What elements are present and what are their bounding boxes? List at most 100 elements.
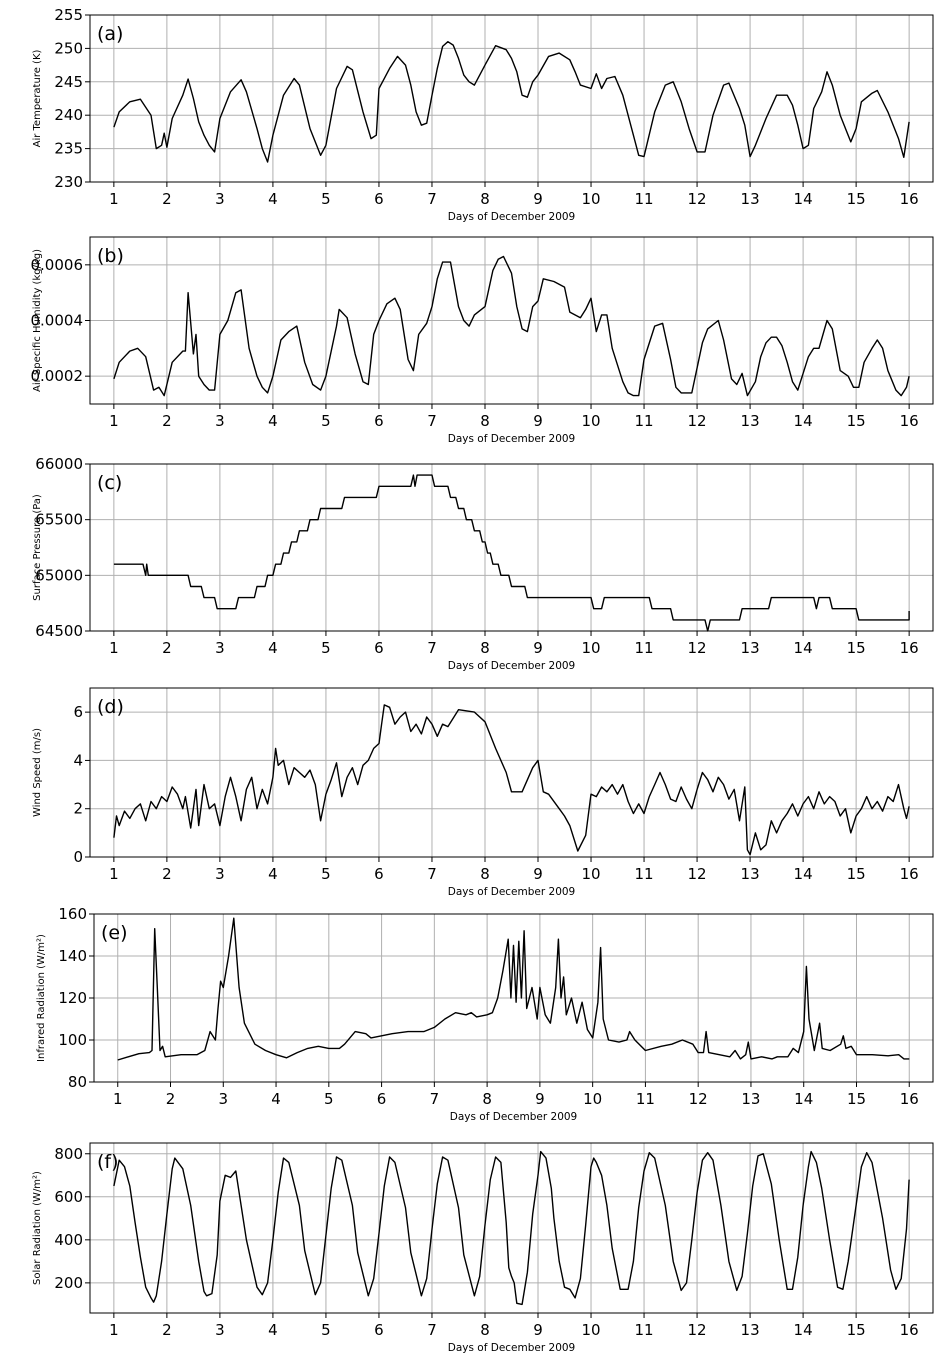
x-tick-label: 12	[688, 865, 707, 883]
x-tick-label: 15	[847, 190, 866, 208]
x-tick-label: 16	[900, 1090, 919, 1108]
x-tick-label: 9	[533, 412, 543, 430]
x-tick-label: 9	[535, 1090, 545, 1108]
y-axis-label: Solar Radiation (W/m²)	[32, 1171, 43, 1285]
x-tick-label: 2	[162, 1321, 172, 1339]
panel-label: (e)	[101, 922, 128, 944]
x-tick-label: 14	[794, 639, 813, 657]
x-tick-label: 11	[635, 639, 654, 657]
x-tick-label: 6	[374, 190, 384, 208]
x-tick-label: 8	[480, 412, 490, 430]
panel-air-temperature: 1 2 3 4 5 6 7 8 9 10 11 12 13 14 15 1623023524024525025…	[32, 6, 934, 223]
panel-surface-pressure: 1 2 3 4 5 6 7 8 9 10 11 12 13 14 15 1664500650006550066…	[32, 455, 934, 672]
x-tick-label: 10	[581, 865, 600, 883]
x-tick-label: 4	[268, 1321, 278, 1339]
y-tick-label: 230	[54, 173, 83, 191]
x-tick-label: 7	[427, 865, 437, 883]
y-tick-label: 2	[73, 800, 83, 818]
x-tick-label: 14	[794, 1321, 813, 1339]
x-tick-label: 10	[581, 190, 600, 208]
x-tick-label: 13	[741, 865, 760, 883]
plot-frame	[89, 1142, 934, 1314]
x-tick-label: 7	[427, 1321, 437, 1339]
x-tick-label: 9	[533, 190, 543, 208]
panel-label: (a)	[97, 23, 123, 45]
x-tick-label: 5	[324, 1090, 334, 1108]
x-tick-label: 5	[321, 865, 331, 883]
y-tick-label: 235	[54, 140, 83, 158]
x-tick-label: 11	[635, 190, 654, 208]
x-tick-label: 12	[688, 412, 707, 430]
y-tick-label: 65500	[35, 511, 83, 529]
panel-infrared-radiation: 1 2 3 4 5 6 7 8 9 10 11 12 13 14 15 1680100120140160Day…	[36, 905, 934, 1123]
x-tick-label: 16	[900, 1321, 919, 1339]
x-tick-label: 9	[533, 639, 543, 657]
x-tick-label: 4	[268, 190, 278, 208]
x-tick-label: 3	[219, 1090, 229, 1108]
series-line	[113, 474, 910, 632]
series-line	[113, 704, 910, 856]
y-tick-label: 140	[58, 947, 87, 965]
x-tick-label: 13	[741, 190, 760, 208]
y-axis-label: Air Temperature (K)	[32, 50, 43, 148]
x-tick-label: 11	[635, 412, 654, 430]
x-tick-label: 13	[741, 639, 760, 657]
panel-solar-radiation: 1 2 3 4 5 6 7 8 9 10 11 12 13 14 15 16200400600800Days …	[32, 1142, 934, 1354]
x-tick-label: 15	[847, 412, 866, 430]
x-tick-label: 16	[900, 190, 919, 208]
series-line	[117, 917, 910, 1061]
y-tick-label: 200	[54, 1274, 83, 1292]
y-axis-label: Surface Pressure (Pa)	[32, 494, 43, 601]
x-tick-label: 3	[215, 412, 225, 430]
x-tick-label: 6	[374, 412, 384, 430]
x-tick-label: 16	[900, 639, 919, 657]
x-tick-label: 1	[113, 1090, 123, 1108]
plot-frame	[89, 463, 934, 632]
x-tick-label: 1	[109, 412, 119, 430]
panel-label: (d)	[97, 696, 124, 718]
x-tick-label: 1	[109, 1321, 119, 1339]
x-tick-label: 7	[427, 190, 437, 208]
x-tick-label: 15	[847, 1321, 866, 1339]
x-tick-label: 5	[321, 639, 331, 657]
series-line	[113, 1150, 910, 1306]
x-tick-label: 1	[109, 190, 119, 208]
x-tick-label: 15	[847, 639, 866, 657]
y-tick-label: 600	[54, 1188, 83, 1206]
y-tick-label: 800	[54, 1145, 83, 1163]
x-tick-label: 6	[374, 865, 384, 883]
x-tick-label: 6	[374, 1321, 384, 1339]
panel-specific-humidity: 1 2 3 4 5 6 7 8 9 10 11 12 13 14 15 160.00020.00040.000…	[31, 236, 934, 445]
x-tick-label: 13	[741, 1090, 760, 1108]
y-tick-label: 245	[54, 73, 83, 91]
x-tick-label: 16	[900, 865, 919, 883]
x-tick-label: 4	[268, 865, 278, 883]
x-tick-label: 7	[427, 412, 437, 430]
panel-label: (b)	[97, 245, 124, 267]
x-tick-label: 8	[480, 1321, 490, 1339]
x-tick-label: 6	[374, 639, 384, 657]
x-tick-label: 2	[162, 639, 172, 657]
panel-label: (f)	[97, 1151, 119, 1173]
x-tick-label: 9	[533, 865, 543, 883]
y-tick-label: 0	[73, 848, 83, 866]
x-tick-label: 8	[482, 1090, 492, 1108]
y-tick-label: 80	[68, 1073, 87, 1091]
x-tick-label: 2	[162, 190, 172, 208]
x-tick-label: 7	[427, 639, 437, 657]
x-tick-label: 8	[480, 639, 490, 657]
x-tick-label: 14	[794, 865, 813, 883]
y-tick-label: 100	[58, 1031, 87, 1049]
x-tick-label: 16	[900, 412, 919, 430]
x-tick-label: 11	[635, 1321, 654, 1339]
x-tick-label: 5	[321, 190, 331, 208]
y-tick-label: 0.0006	[31, 256, 84, 274]
x-tick-label: 5	[321, 412, 331, 430]
x-tick-label: 15	[847, 865, 866, 883]
y-axis-label: Wind Speed (m/s)	[32, 728, 43, 817]
x-tick-label: 8	[480, 865, 490, 883]
x-tick-label: 4	[268, 639, 278, 657]
y-tick-label: 0.0004	[31, 312, 84, 330]
y-tick-label: 120	[58, 989, 87, 1007]
